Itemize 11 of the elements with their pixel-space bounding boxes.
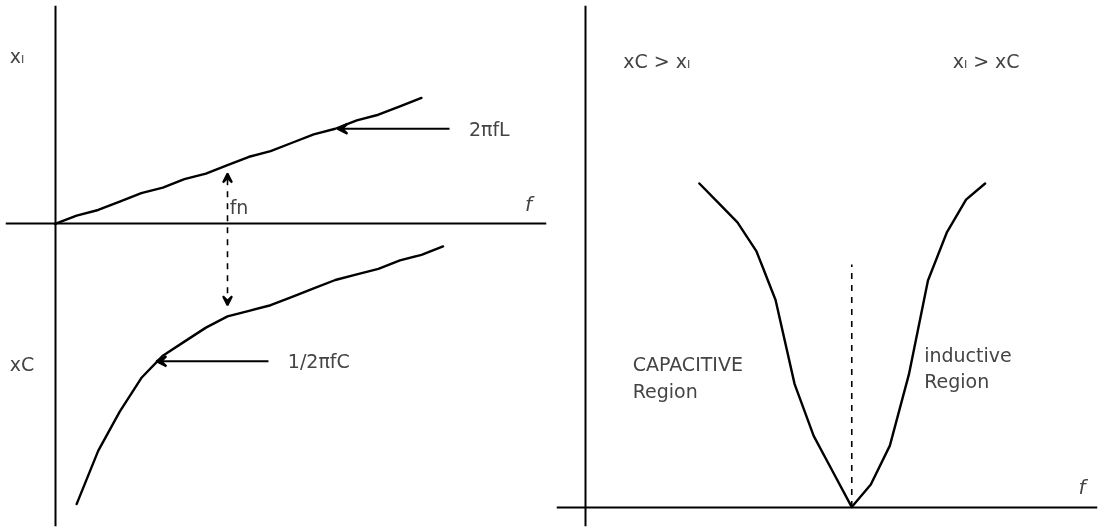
text: xₗ > xC	[952, 49, 1020, 72]
text: xₗ	[9, 44, 25, 67]
annotation: CAPACITIVE Region	[632, 353, 743, 402]
x-axis-title: f	[1078, 475, 1089, 500]
text: xC	[9, 353, 35, 376]
annotation: inductive Region	[924, 343, 1012, 393]
text: xC > xₗ	[623, 49, 691, 72]
annotation: fn	[229, 196, 249, 219]
annotation: 2πfL	[468, 117, 511, 140]
annotation: 1/2πfC	[287, 350, 350, 373]
x-axis-title: f	[524, 191, 535, 216]
